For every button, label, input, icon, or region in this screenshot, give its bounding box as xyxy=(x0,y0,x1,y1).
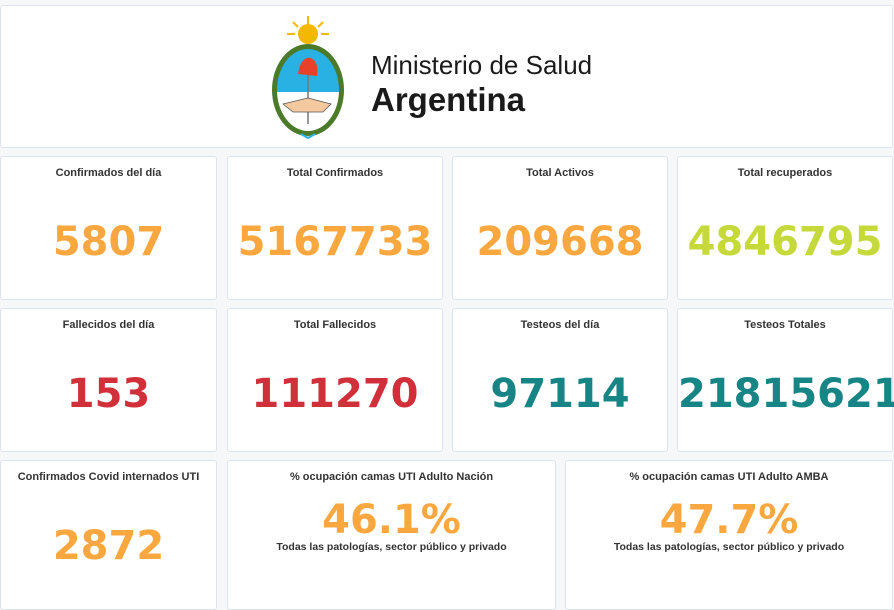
card-title: Fallecidos del día xyxy=(62,319,155,331)
card-testeos-totales: Testeos Totales 21815621 xyxy=(677,308,894,452)
card-value: 21815621 xyxy=(678,371,894,417)
card-value: 97114 xyxy=(490,371,630,417)
card-subtitle: Todas las patologías, sector público y p… xyxy=(613,541,845,553)
coat-of-arms-logo xyxy=(272,16,344,140)
card-value: 111270 xyxy=(251,371,419,417)
card-title: Total Fallecidos xyxy=(293,319,377,331)
card-title: Confirmados Covid internados UTI xyxy=(17,471,200,483)
card-value: 153 xyxy=(66,371,151,417)
card-value: 4846795 xyxy=(687,219,883,265)
card-title: Total Confirmados xyxy=(286,167,384,179)
card-fallecidos-dia: Fallecidos del día 153 xyxy=(0,308,217,452)
card-value: 47.7% xyxy=(659,497,799,543)
card-value: 5807 xyxy=(52,219,165,265)
ministry-name: Ministerio de Salud xyxy=(371,50,593,80)
card-title: Testeos Totales xyxy=(744,319,826,331)
card-title: Total Activos xyxy=(526,167,594,179)
card-title: Confirmados del día xyxy=(55,167,162,179)
card-total-recuperados: Total recuperados 4846795 xyxy=(677,156,893,300)
card-ocupacion-amba: % ocupación camas UTI Adulto AMBA 47.7% To… xyxy=(565,460,893,610)
card-confirmados-dia: Confirmados del día 5807 xyxy=(0,156,217,300)
card-internados-uti: Confirmados Covid internados UTI 2872 xyxy=(0,460,217,610)
card-value: 46.1% xyxy=(322,497,461,543)
card-value: 2872 xyxy=(52,523,165,569)
card-subtitle: Todas las patologías, sector público y p… xyxy=(276,541,507,553)
card-title: % ocupación camas UTI Adulto Nación xyxy=(289,471,494,483)
header-banner: Ministerio de Salud Argentina xyxy=(0,5,893,148)
card-total-activos: Total Activos 209668 xyxy=(452,156,668,300)
card-testeos-dia: Testeos del día 97114 xyxy=(452,308,668,452)
card-title: % ocupación camas UTI Adulto AMBA xyxy=(629,471,829,483)
card-total-confirmados: Total Confirmados 5167733 xyxy=(227,156,443,300)
card-title: Testeos del día xyxy=(520,319,600,331)
country-name: Argentina xyxy=(371,81,526,118)
card-title: Total recuperados xyxy=(737,167,833,179)
card-value: 5167733 xyxy=(237,219,433,265)
card-total-fallecidos: Total Fallecidos 111270 xyxy=(227,308,443,452)
card-value: 209668 xyxy=(476,219,644,265)
card-ocupacion-nacion: % ocupación camas UTI Adulto Nación 46.1%… xyxy=(227,460,556,610)
